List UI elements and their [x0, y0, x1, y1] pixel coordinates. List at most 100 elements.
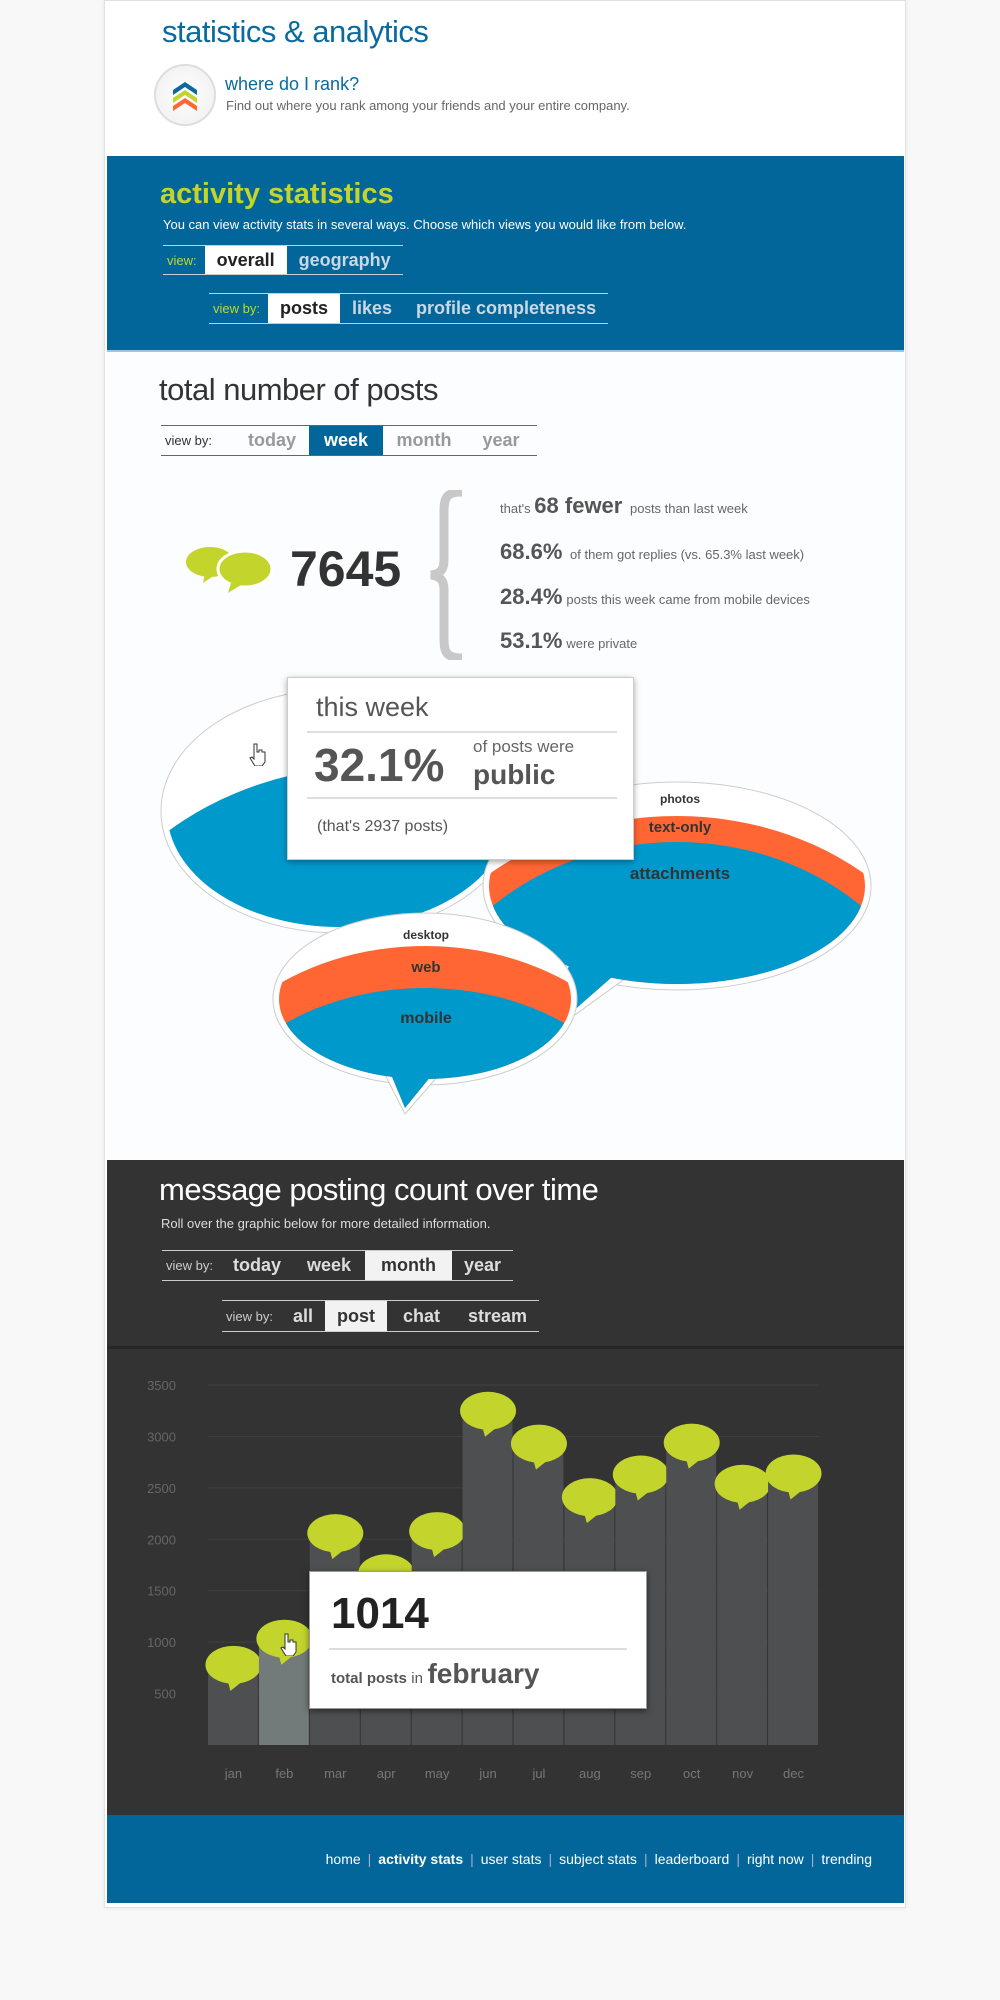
- tab-geography[interactable]: geography: [298, 249, 391, 270]
- view-tabs: view: overall geography: [163, 245, 403, 275]
- bar-bubble-icon[interactable]: [307, 1514, 364, 1553]
- activity-description: You can view activity stats in several w…: [163, 217, 687, 232]
- bar-bubble-icon[interactable]: [256, 1619, 313, 1658]
- footer-separator: |: [548, 1851, 553, 1867]
- footer-separator: |: [736, 1851, 740, 1867]
- stat-value: 53.1%: [500, 628, 563, 653]
- stat-text: posts this week came from mobile devices: [566, 592, 810, 607]
- tab-likes[interactable]: likes: [351, 298, 393, 318]
- tab-month[interactable]: month: [396, 430, 452, 450]
- tab-profile-completeness[interactable]: profile completeness: [416, 298, 597, 318]
- bar-bubble-tail: [685, 1456, 704, 1469]
- bar-bubble-tail: [634, 1488, 653, 1501]
- tab-chat[interactable]: chat: [402, 1305, 440, 1326]
- y-tick-label: 1500: [147, 1584, 176, 1599]
- tooltip-month: february: [427, 1658, 540, 1689]
- stat-mobile: 28.4% posts this week came from mobile de…: [500, 584, 810, 610]
- tab-overall[interactable]: overall: [204, 246, 287, 274]
- bar-bubble-tail: [787, 1487, 806, 1500]
- tab-posts[interactable]: posts: [267, 294, 340, 323]
- activity-title: activity statistics: [160, 178, 394, 210]
- stat-value: 28.4%: [500, 584, 563, 609]
- bar-bubble-icon[interactable]: [714, 1464, 771, 1503]
- footer-link-trending[interactable]: trending: [821, 1851, 872, 1867]
- tab-week[interactable]: week: [306, 1255, 352, 1275]
- stat-private: 53.1% were private: [500, 628, 637, 654]
- tab-stream[interactable]: stream: [468, 1305, 528, 1326]
- bar-oct[interactable]: [666, 1444, 717, 1745]
- y-tick-label: 500: [154, 1687, 176, 1702]
- stat-value: 68.6%: [500, 539, 563, 564]
- x-tick-label: aug: [579, 1766, 601, 1780]
- bar-bubble-icon[interactable]: [510, 1424, 567, 1463]
- x-tick-label: jan: [224, 1766, 242, 1780]
- bar-bubble-icon[interactable]: [765, 1454, 822, 1493]
- hand-cursor-icon: [279, 1632, 299, 1661]
- x-tick-label: sep: [630, 1766, 651, 1780]
- bar-bubble-icon[interactable]: [612, 1455, 669, 1494]
- section-divider: [107, 1346, 904, 1349]
- viewby-label: view by:: [213, 301, 260, 316]
- posts-period-tabs: view by: today week month year: [161, 425, 537, 456]
- hand-cursor-icon: [248, 742, 268, 771]
- tooltip-title: this week: [316, 692, 429, 722]
- footer-link-subject-stats[interactable]: subject stats: [559, 1851, 637, 1867]
- timeline-type-tabs: view by: all post chat stream: [222, 1300, 540, 1332]
- label-attachments: attachments: [629, 864, 731, 883]
- x-tick-label: oct: [683, 1766, 701, 1780]
- bar-bubble-icon[interactable]: [409, 1512, 466, 1551]
- footer-link-user-stats[interactable]: user stats: [480, 1851, 542, 1867]
- tab-year[interactable]: year: [482, 430, 520, 450]
- stat-prefix: that's: [500, 501, 531, 516]
- bar-bubble-tail: [736, 1497, 755, 1510]
- stat-text: posts than last week: [629, 501, 748, 516]
- rank-description: Find out where you rank among your frien…: [226, 98, 630, 113]
- bar-bubble-icon[interactable]: [205, 1645, 262, 1684]
- x-tick-label: may: [425, 1766, 450, 1780]
- y-tick-label: 1000: [147, 1635, 176, 1650]
- tooltip-in: in: [411, 1670, 423, 1687]
- bar-bubble-icon[interactable]: [663, 1423, 720, 1462]
- tooltip-pre: total posts: [331, 1670, 407, 1687]
- tooltip-value: 32.1%: [314, 739, 445, 791]
- posts-title: total number of posts: [159, 372, 439, 407]
- posting-count-chart[interactable]: 500 1000 1500 2000 2500 3000 3500 jan feb mar apr m…: [107, 1360, 904, 1780]
- tooltip-note: (that's 2937 posts): [317, 818, 449, 835]
- bar-bubble-tail: [227, 1678, 246, 1691]
- label-photos: photos: [660, 792, 700, 806]
- bar-bubble-icon[interactable]: [460, 1391, 517, 1430]
- footer-separator: |: [810, 1851, 815, 1867]
- tab-week[interactable]: week: [309, 426, 383, 455]
- tab-month[interactable]: month: [365, 1251, 453, 1280]
- bar-nov[interactable]: [717, 1485, 768, 1745]
- rank-chevrons-icon[interactable]: [154, 64, 216, 126]
- footer-nav: home | activity stats | user stats | subject s…: [326, 1851, 872, 1867]
- brace-divider: [430, 490, 463, 660]
- footer-separator: |: [367, 1851, 372, 1867]
- footer-link-right-now[interactable]: right now: [746, 1851, 804, 1867]
- bar-bubble-icon[interactable]: [561, 1478, 618, 1517]
- label-desktop: desktop: [402, 928, 450, 942]
- page-title: statistics & analytics: [162, 14, 429, 49]
- tooltip-caption: total posts in february: [331, 1658, 539, 1690]
- footer-link-home[interactable]: home: [325, 1851, 361, 1867]
- y-tick-label: 3000: [147, 1429, 176, 1444]
- tab-today[interactable]: today: [247, 430, 296, 450]
- posts-breakdown-bubbles: [160, 688, 872, 1115]
- stat-fewer: that's 68 fewer posts than last week: [500, 493, 748, 519]
- label-text-only: text-only: [648, 819, 712, 836]
- posts-viewby-label: view by:: [165, 433, 212, 448]
- tab-post[interactable]: post: [324, 1301, 387, 1331]
- bar-dec[interactable]: [768, 1475, 818, 1745]
- rank-link[interactable]: where do I rank?: [225, 74, 360, 94]
- tab-all[interactable]: all: [292, 1305, 313, 1326]
- label-mobile: mobile: [400, 1010, 452, 1027]
- stat-text: were private: [566, 636, 638, 651]
- timeline-title: message posting count over time: [159, 1172, 599, 1207]
- tab-today[interactable]: today: [232, 1255, 281, 1275]
- footer-link-activity-stats[interactable]: activity stats: [378, 1851, 464, 1867]
- footer-link-leaderboard[interactable]: leaderboard: [654, 1851, 730, 1867]
- bar-bubble-tail: [482, 1424, 501, 1437]
- tab-year[interactable]: year: [464, 1255, 502, 1275]
- x-tick-label: feb: [275, 1766, 293, 1780]
